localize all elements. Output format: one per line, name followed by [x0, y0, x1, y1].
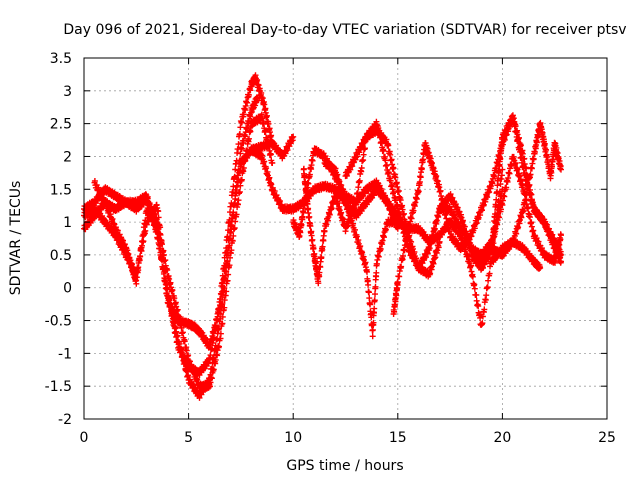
x-tick-label: 20 — [493, 430, 511, 446]
series-markers — [81, 94, 261, 401]
x-tick-label: 5 — [184, 430, 193, 446]
y-tick-label: 1 — [63, 215, 72, 231]
series-markers — [478, 237, 544, 272]
y-tick-label: 0.5 — [50, 248, 72, 264]
y-tick-label: 1.5 — [50, 182, 72, 198]
series-layer — [81, 72, 564, 401]
y-tick-label: 3 — [63, 84, 72, 100]
chart-title: Day 096 of 2021, Sidereal Day-to-day VTE… — [63, 22, 626, 38]
y-tick-label: -0.5 — [45, 314, 72, 330]
series-track-1 — [81, 94, 261, 401]
plot-frame — [83, 57, 608, 420]
y-tick-label: 0 — [63, 281, 72, 297]
x-tick-label: 10 — [284, 430, 302, 446]
y-tick-label: 2.5 — [50, 117, 72, 133]
y-axis-label: SDTVAR / TECUs — [8, 181, 24, 296]
y-tick-label: 2 — [63, 149, 72, 165]
y-tick-label: -1.5 — [45, 379, 72, 395]
x-tick-labels: 0 5 10 15 20 25 — [80, 430, 616, 446]
series-track-14 — [478, 237, 544, 272]
x-tick-label: 0 — [80, 430, 89, 446]
y-tick-label: 3.5 — [50, 51, 72, 67]
tick-marks — [83, 57, 608, 420]
y-tick-labels: -2 -1.5 -1 -0.5 0 0.5 1 1.5 2 2.5 3 3.5 — [45, 51, 72, 428]
x-tick-label: 15 — [389, 430, 407, 446]
grid — [84, 58, 607, 419]
y-tick-label: -1 — [58, 346, 72, 362]
x-axis-label: GPS time / hours — [286, 458, 403, 474]
y-tick-label: -2 — [58, 412, 72, 428]
series-markers — [436, 153, 564, 266]
x-tick-label: 25 — [598, 430, 616, 446]
series-track-11 — [436, 153, 564, 266]
